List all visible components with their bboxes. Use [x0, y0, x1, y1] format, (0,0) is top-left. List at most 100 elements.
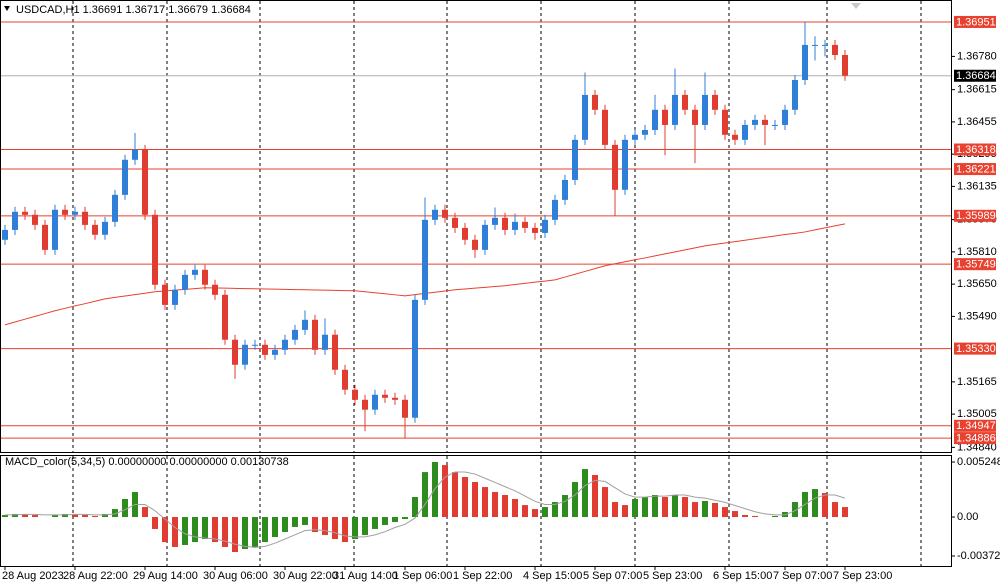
- candle-body: [602, 109, 608, 145]
- histogram-bar: [122, 499, 128, 518]
- candle-body: [612, 144, 618, 190]
- histogram-bar: [542, 507, 548, 518]
- candle-body: [82, 211, 88, 225]
- candle-body: [392, 397, 398, 400]
- histogram-bar: [752, 515, 758, 518]
- candle-body: [162, 284, 168, 305]
- level-label: 1.35749: [956, 259, 996, 271]
- histogram-bar: [332, 517, 338, 540]
- candle-body: [562, 179, 568, 200]
- histogram-bar: [182, 517, 188, 545]
- histogram-bar: [242, 517, 248, 549]
- candle-body: [722, 109, 728, 135]
- candle-body: [132, 149, 138, 160]
- level-label-box: [954, 419, 996, 432]
- candle-body: [342, 369, 348, 390]
- candle-body: [792, 79, 798, 110]
- histogram-bar: [662, 497, 668, 518]
- x-tick-label: 30 Aug 06:00: [203, 570, 268, 582]
- macd-title: MACD_color(5,34,5) 0.00000000 0.00000000…: [5, 456, 289, 468]
- level-label-box: [954, 342, 996, 355]
- candle-body: [542, 219, 548, 233]
- histogram-bar: [362, 517, 368, 536]
- candle-body: [462, 227, 468, 240]
- histogram-bar: [422, 472, 428, 518]
- scroll-marker: [851, 3, 861, 9]
- histogram-bar: [302, 517, 308, 525]
- candle-body: [102, 221, 108, 235]
- level-label-box: [954, 209, 996, 222]
- histogram-bar: [732, 511, 738, 518]
- histogram-bar: [342, 517, 348, 543]
- histogram-bar: [112, 509, 118, 518]
- x-tick-label: 30 Aug 22:00: [273, 570, 338, 582]
- candle-body: [122, 159, 128, 195]
- candle-body: [802, 44, 808, 80]
- histogram-bar: [262, 517, 268, 543]
- candle-body: [452, 217, 458, 228]
- histogram-bar: [602, 487, 608, 518]
- candle-body: [662, 109, 668, 125]
- candle-body: [292, 329, 298, 340]
- x-tick-label: 28 Aug 22:00: [63, 570, 128, 582]
- y-tick-label: 1.35490: [957, 310, 997, 322]
- y-tick-label: 0.0052488: [957, 456, 1000, 468]
- candle-body: [242, 344, 248, 365]
- candle-body: [572, 139, 578, 180]
- candle-body: [582, 94, 588, 140]
- histogram-bar: [52, 515, 58, 518]
- histogram-bar: [62, 513, 68, 518]
- histogram-bar: [592, 475, 598, 518]
- histogram-bar: [2, 515, 8, 518]
- histogram-bar: [632, 499, 638, 518]
- candle-body: [232, 339, 238, 365]
- histogram-bar: [82, 515, 88, 518]
- histogram-bar: [322, 517, 328, 536]
- histogram-bar: [72, 513, 78, 518]
- candle-body: [212, 284, 218, 295]
- candle-body: [112, 194, 118, 222]
- candle-body: [412, 299, 418, 418]
- candle-body: [482, 224, 488, 250]
- y-tick-label: 1.36135: [957, 180, 997, 192]
- candle-body: [622, 139, 628, 190]
- histogram-bar: [722, 507, 728, 518]
- histogram-bar: [772, 515, 778, 518]
- candle-body: [362, 399, 368, 410]
- candle-body: [142, 149, 148, 215]
- x-tick-label: 29 Aug 14:00: [133, 570, 198, 582]
- histogram-bar: [212, 517, 218, 543]
- histogram-bar: [712, 502, 718, 518]
- histogram-bar: [272, 517, 278, 538]
- candle-body: [152, 214, 158, 285]
- y-tick-label: 1.36455: [957, 116, 997, 128]
- histogram-bar: [522, 505, 528, 518]
- histogram-bar: [222, 517, 228, 547]
- candle-body: [182, 274, 188, 290]
- histogram-bar: [382, 517, 388, 525]
- histogram-bar: [22, 513, 28, 518]
- candle-body: [672, 94, 678, 125]
- x-tick-label: 4 Sep 15:00: [523, 570, 582, 582]
- x-tick-label: 7 Sep 07:00: [773, 570, 832, 582]
- histogram-bar: [502, 495, 508, 518]
- candle-body: [312, 319, 318, 350]
- histogram-bar: [792, 502, 798, 518]
- histogram-bar: [682, 497, 688, 518]
- histogram-bar: [512, 499, 518, 518]
- candle-body: [322, 334, 328, 350]
- candle-body: [592, 94, 598, 110]
- histogram-bar: [482, 487, 488, 518]
- candle-body: [222, 294, 228, 340]
- histogram-bar: [402, 517, 408, 520]
- candle-body: [92, 224, 98, 235]
- level-label: 1.36221: [956, 163, 996, 175]
- histogram-bar: [572, 482, 578, 518]
- histogram-bar: [812, 489, 818, 518]
- candle-body: [842, 55, 848, 76]
- level-label: 1.34886: [956, 433, 996, 445]
- candle-body: [552, 199, 558, 220]
- level-label-box: [954, 15, 996, 28]
- candle-body: [172, 289, 178, 305]
- candle-body: [52, 209, 58, 250]
